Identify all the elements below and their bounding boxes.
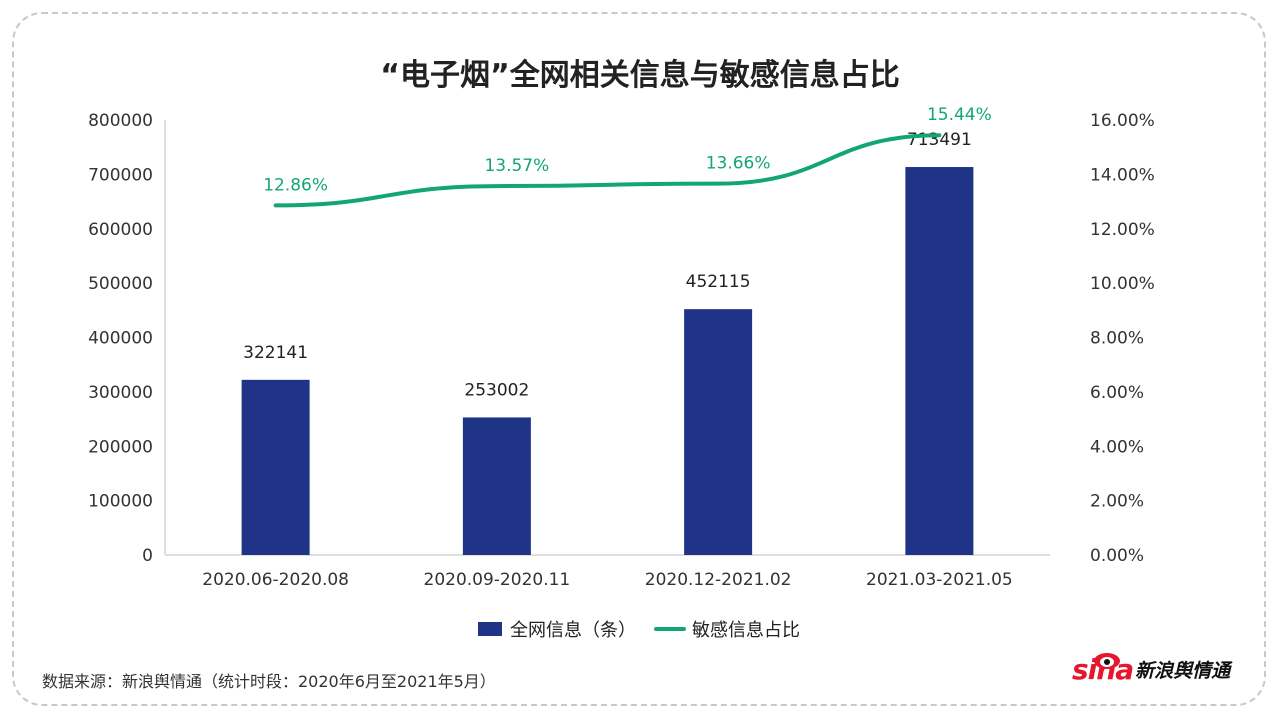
line-data-label: 12.86% [263,175,328,195]
y-right-tick-label: 8.00% [1090,329,1144,349]
y-left-tick-label: 500000 [88,274,153,294]
y-left-tick-label: 400000 [88,329,153,349]
line-data-label: 13.57% [484,156,549,176]
line-data-label: 13.66% [706,154,771,174]
chart-title: “电子烟”全网相关信息与敏感信息占比 [380,58,900,93]
x-tick-label: 2020.12-2021.02 [645,570,792,590]
sina-logo-text: 新浪舆情通 [1135,660,1231,682]
line-series [273,133,942,208]
y-right-tick-label: 4.00% [1090,437,1144,457]
sina-logo: sina 新浪舆情通 [1072,653,1231,684]
bar-data-label: 322141 [243,343,308,363]
bar [905,167,974,555]
y-right-tick-label: 6.00% [1090,383,1144,403]
y-left-tick-label: 800000 [88,111,153,131]
legend-bar-swatch [478,622,502,636]
data-source-note: 数据来源：新浪舆情通（统计时段：2020年6月至2021年5月） [42,672,496,691]
bar [462,417,531,555]
line-data-label: 15.44% [927,105,992,125]
x-tick-label: 2020.09-2020.11 [424,570,571,590]
x-tick-label: 2021.03-2021.05 [866,570,1013,590]
y-left-tick-label: 600000 [88,220,153,240]
y-right-tick-label: 0.00% [1090,546,1144,566]
bar-data-label: 713491 [907,130,972,150]
bar-data-label: 253002 [464,380,529,400]
y-left-tick-label: 0 [142,546,153,566]
y-left-tick-label: 700000 [88,165,153,185]
y-right-tick-label: 14.00% [1090,165,1155,185]
bar [684,309,753,555]
y-left-tick-label: 200000 [88,437,153,457]
y-left-tick-label: 300000 [88,383,153,403]
y-right-tick-label: 2.00% [1090,492,1144,512]
bar-data-label: 452115 [686,272,751,292]
x-tick-label: 2020.06-2020.08 [202,570,349,590]
bar [241,379,310,555]
chart-card [12,12,1266,706]
sina-eye-icon [1094,653,1120,669]
y-left-tick-label: 100000 [88,492,153,512]
y-right-tick-label: 10.00% [1090,274,1155,294]
legend-line-label: 敏感信息占比 [692,620,800,641]
legend-bar-label: 全网信息（条） [510,620,636,641]
y-right-tick-label: 16.00% [1090,111,1155,131]
y-right-tick-label: 12.00% [1090,220,1155,240]
